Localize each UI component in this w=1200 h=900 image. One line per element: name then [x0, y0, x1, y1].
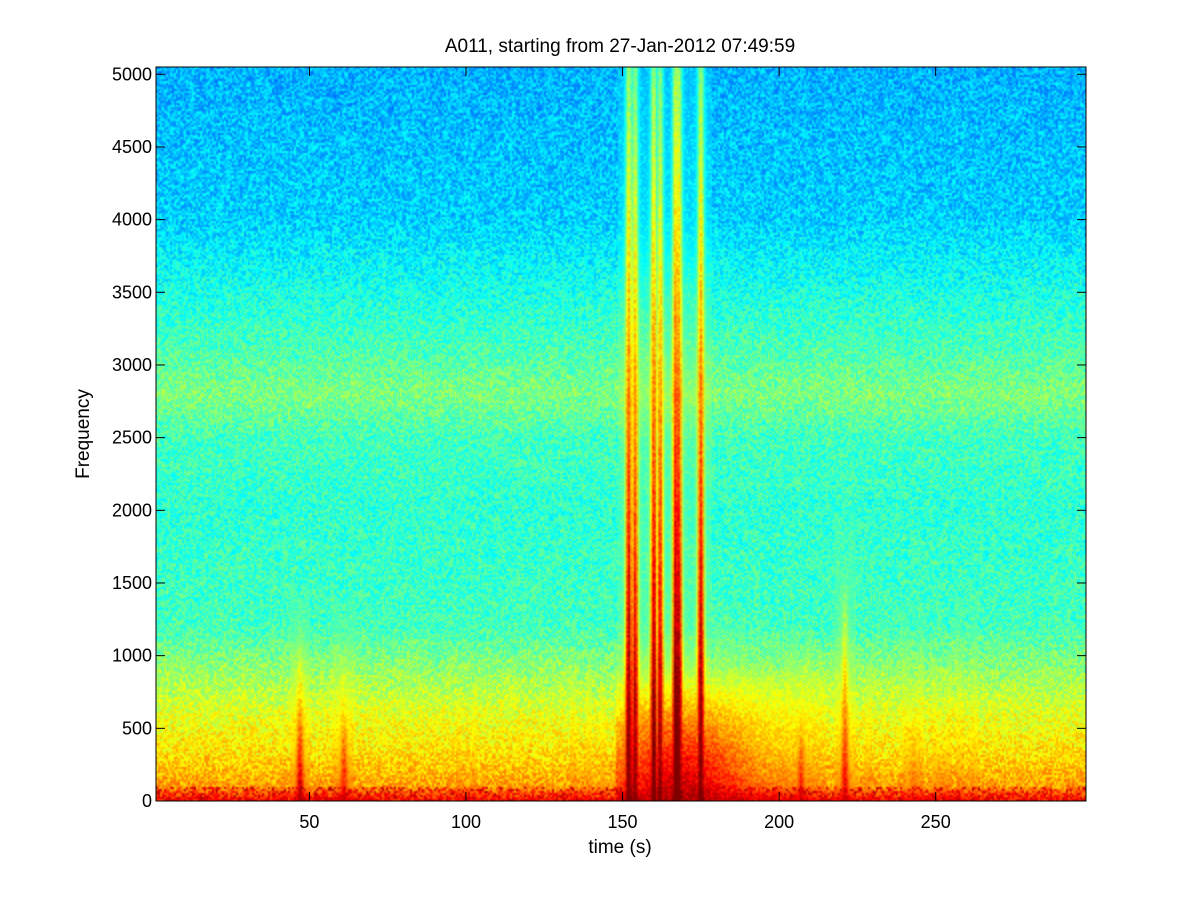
spectrogram-image	[156, 67, 1086, 801]
x-axis-ticks: 50 100 150 200 250	[299, 67, 951, 832]
y-tick-label: 2500	[112, 428, 152, 448]
axes-frame	[155, 66, 1087, 802]
y-tick-label: 4000	[112, 210, 152, 230]
x-axis-label: time (s)	[588, 837, 651, 858]
y-axis-ticks: 0 500 1000 1500 2000 2500 3000 3500 4000 4500 5000	[112, 64, 1086, 811]
chart-title: A011, starting from 27-Jan-2012 07:49:59	[445, 36, 795, 57]
x-tick-label: 200	[764, 812, 794, 832]
y-tick-label: 4500	[112, 137, 152, 157]
y-tick-label: 0	[142, 791, 152, 811]
y-tick-label: 2000	[112, 500, 152, 520]
y-tick-label: 500	[122, 718, 152, 738]
y-axis-label: Frequency	[73, 389, 94, 479]
y-tick-label: 5000	[112, 64, 152, 84]
y-tick-label: 3500	[112, 282, 152, 302]
x-tick-label: 250	[921, 812, 951, 832]
x-tick-label: 50	[299, 812, 319, 832]
y-tick-label: 3000	[112, 355, 152, 375]
x-tick-label: 100	[451, 812, 481, 832]
plot-area	[155, 66, 1087, 802]
y-tick-label: 1000	[112, 646, 152, 666]
x-tick-label: 150	[608, 812, 638, 832]
y-tick-label: 1500	[112, 573, 152, 593]
